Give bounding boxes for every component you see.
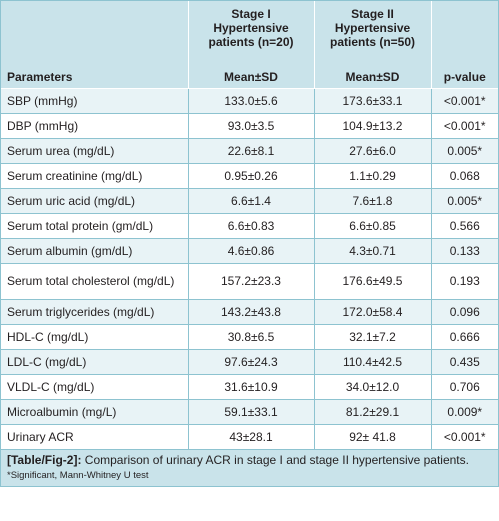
table-body: SBP (mmHg) 133.0±5.6 173.6±33.1 <0.001* … [1, 88, 498, 449]
cell-stage1: 6.6±1.4 [187, 188, 314, 214]
cell-stage2: 172.0±58.4 [313, 299, 431, 325]
caption-label: [Table/Fig-2]: [7, 453, 82, 467]
cell-stage2: 176.6±49.5 [313, 263, 431, 300]
cell-stage1: 97.6±24.3 [187, 349, 314, 375]
cell-stage2: 92± 41.8 [313, 424, 431, 449]
cell-parameter: Serum total protein (gm/dL) [1, 213, 188, 239]
header-stage1: Stage I Hypertensive patients (n=20) [187, 1, 314, 60]
cell-pvalue: 0.566 [430, 213, 498, 239]
table-row: SBP (mmHg) 133.0±5.6 173.6±33.1 <0.001* [1, 88, 498, 114]
cell-pvalue: 0.133 [430, 238, 498, 264]
table-row: HDL-C (mg/dL) 30.8±6.5 32.1±7.2 0.666 [1, 324, 498, 350]
table-row: Urinary ACR 43±28.1 92± 41.8 <0.001* [1, 424, 498, 449]
cell-pvalue: 0.068 [430, 163, 498, 189]
cell-stage1: 59.1±33.1 [187, 399, 314, 425]
cell-stage2: 7.6±1.8 [313, 188, 431, 214]
header-mean-sd-stage1: Mean±SD [187, 60, 314, 89]
cell-parameter: Serum creatinine (mg/dL) [1, 163, 188, 189]
cell-parameter: Serum albumin (gm/dL) [1, 238, 188, 264]
cell-pvalue: <0.001* [430, 88, 498, 114]
header-pvalue: p-value [430, 60, 498, 89]
cell-pvalue: 0.005* [430, 188, 498, 214]
cell-parameter: Serum urea (mg/dL) [1, 138, 188, 164]
cell-pvalue: <0.001* [430, 113, 498, 139]
cell-stage1: 31.6±10.9 [187, 374, 314, 400]
cell-stage1: 143.2±43.8 [187, 299, 314, 325]
cell-stage1: 22.6±8.1 [187, 138, 314, 164]
cell-parameter: VLDL-C (mg/dL) [1, 374, 188, 400]
cell-stage1: 93.0±3.5 [187, 113, 314, 139]
header-stage2: Stage II Hypertensive patients (n=50) [313, 1, 431, 60]
data-table: Stage I Hypertensive patients (n=20) Sta… [1, 1, 498, 449]
header-row-groups: Stage I Hypertensive patients (n=20) Sta… [1, 1, 498, 60]
table-row: VLDL-C (mg/dL) 31.6±10.9 34.0±12.0 0.706 [1, 374, 498, 400]
table-figure: Stage I Hypertensive patients (n=20) Sta… [0, 0, 499, 487]
table-row: DBP (mmHg) 93.0±3.5 104.9±13.2 <0.001* [1, 113, 498, 139]
cell-pvalue: 0.706 [430, 374, 498, 400]
cell-pvalue: 0.666 [430, 324, 498, 350]
table-row: Serum total protein (gm/dL) 6.6±0.83 6.6… [1, 213, 498, 239]
cell-pvalue: 0.005* [430, 138, 498, 164]
cell-pvalue: 0.009* [430, 399, 498, 425]
table-row: Serum triglycerides (mg/dL) 143.2±43.8 1… [1, 299, 498, 325]
cell-parameter: HDL-C (mg/dL) [1, 324, 188, 350]
table-row: Serum creatinine (mg/dL) 0.95±0.26 1.1±0… [1, 163, 498, 189]
cell-stage2: 81.2±29.1 [313, 399, 431, 425]
table-caption: [Table/Fig-2]: Comparison of urinary ACR… [1, 449, 498, 486]
table-row: Serum uric acid (mg/dL) 6.6±1.4 7.6±1.8 … [1, 188, 498, 214]
cell-pvalue: 0.096 [430, 299, 498, 325]
cell-stage1: 0.95±0.26 [187, 163, 314, 189]
header-row-columns: Parameters Mean±SD Mean±SD p-value [1, 60, 498, 89]
cell-stage1: 6.6±0.83 [187, 213, 314, 239]
header-mean-sd-stage2: Mean±SD [313, 60, 431, 89]
cell-parameter: DBP (mmHg) [1, 113, 188, 139]
caption-text: Comparison of urinary ACR in stage I and… [81, 453, 469, 467]
cell-stage2: 4.3±0.71 [313, 238, 431, 264]
cell-parameter: Serum total cholesterol (mg/dL) [1, 263, 188, 300]
cell-stage2: 6.6±0.85 [313, 213, 431, 239]
cell-stage1: 4.6±0.86 [187, 238, 314, 264]
cell-stage2: 27.6±6.0 [313, 138, 431, 164]
cell-stage1: 30.8±6.5 [187, 324, 314, 350]
cell-stage1: 43±28.1 [187, 424, 314, 449]
caption-footnote: *Significant, Mann-Whitney U test [7, 470, 149, 481]
table-row: Microalbumin (mg/L) 59.1±33.1 81.2±29.1 … [1, 399, 498, 425]
cell-stage1: 133.0±5.6 [187, 88, 314, 114]
cell-pvalue: <0.001* [430, 424, 498, 449]
cell-stage2: 34.0±12.0 [313, 374, 431, 400]
header-empty-cell [1, 1, 188, 60]
cell-stage1: 157.2±23.3 [187, 263, 314, 300]
cell-stage2: 1.1±0.29 [313, 163, 431, 189]
table-row: LDL-C (mg/dL) 97.6±24.3 110.4±42.5 0.435 [1, 349, 498, 375]
cell-parameter: SBP (mmHg) [1, 88, 188, 114]
table-row: Serum urea (mg/dL) 22.6±8.1 27.6±6.0 0.0… [1, 138, 498, 164]
header-parameters: Parameters [1, 60, 188, 89]
table-row: Serum albumin (gm/dL) 4.6±0.86 4.3±0.71 … [1, 238, 498, 264]
cell-pvalue: 0.435 [430, 349, 498, 375]
cell-parameter: Serum uric acid (mg/dL) [1, 188, 188, 214]
cell-stage2: 173.6±33.1 [313, 88, 431, 114]
cell-parameter: LDL-C (mg/dL) [1, 349, 188, 375]
cell-parameter: Serum triglycerides (mg/dL) [1, 299, 188, 325]
table-row: Serum total cholesterol (mg/dL) 157.2±23… [1, 263, 498, 300]
cell-pvalue: 0.193 [430, 263, 498, 300]
cell-parameter: Microalbumin (mg/L) [1, 399, 188, 425]
cell-parameter: Urinary ACR [1, 424, 188, 449]
cell-stage2: 32.1±7.2 [313, 324, 431, 350]
cell-stage2: 104.9±13.2 [313, 113, 431, 139]
cell-stage2: 110.4±42.5 [313, 349, 431, 375]
header-empty-cell [430, 1, 498, 60]
